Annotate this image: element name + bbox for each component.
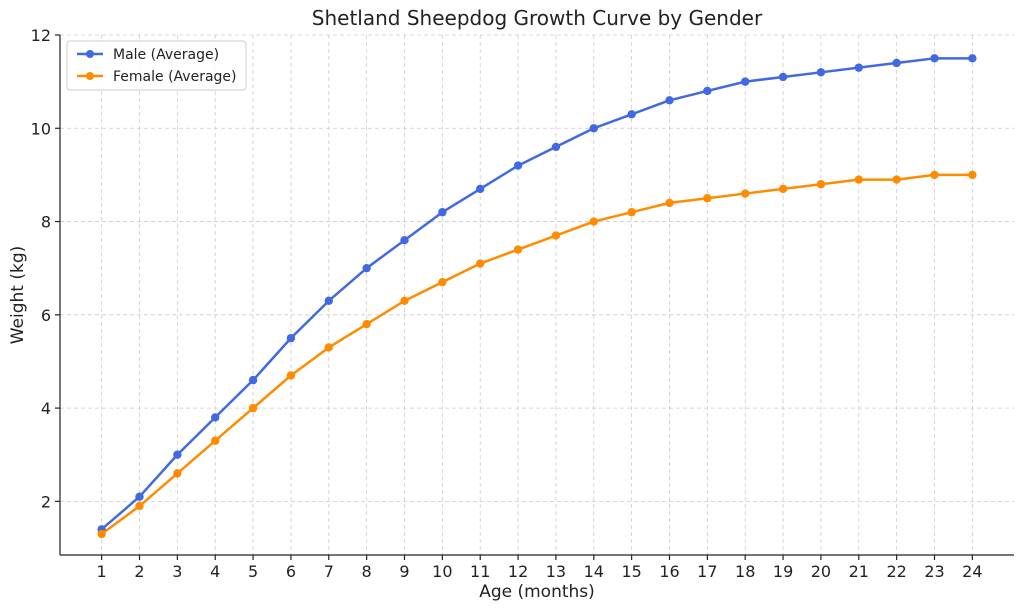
x-tick-label: 18 — [735, 562, 755, 581]
data-point — [589, 217, 598, 226]
y-tick-label: 10 — [31, 119, 51, 138]
data-point — [665, 96, 674, 105]
x-tick-label: 3 — [172, 562, 182, 581]
x-tick-label: 7 — [324, 562, 334, 581]
x-tick-label: 21 — [849, 562, 869, 581]
x-tick-label: 16 — [659, 562, 679, 581]
x-tick-label: 15 — [621, 562, 641, 581]
data-point — [703, 86, 712, 96]
data-point — [551, 142, 561, 152]
data-point — [589, 124, 598, 133]
data-point — [135, 501, 144, 511]
data-point — [892, 175, 901, 184]
data-point — [324, 296, 333, 306]
data-point — [551, 231, 561, 240]
data-point — [854, 63, 863, 72]
y-tick-label: 8 — [41, 213, 51, 232]
y-axis-title: Weight (kg) — [8, 246, 28, 345]
data-point — [778, 72, 788, 82]
y-tick-label: 2 — [41, 492, 51, 511]
data-point — [741, 77, 750, 86]
x-tick-label: 19 — [773, 562, 793, 581]
legend-marker-female — [86, 72, 94, 80]
x-tick-label: 22 — [886, 562, 906, 581]
x-ticks: 1 2 3 4 5 6 7 8 9 10 11 12 13 14 15 16 17 18 19 20 21 22 23 24 — [97, 555, 983, 581]
chart-title: Shetland Sheepdog Growth Curve by Gender — [312, 6, 763, 30]
data-point — [741, 189, 750, 198]
data-point — [97, 529, 106, 539]
x-tick-label: 13 — [546, 562, 566, 581]
legend: Male (Average) Female (Average) — [66, 40, 247, 91]
y-tick-label: 6 — [41, 306, 51, 325]
x-tick-label: 20 — [811, 562, 831, 581]
data-point — [135, 492, 144, 501]
data-point — [362, 263, 371, 273]
data-point — [438, 277, 447, 287]
data-point — [324, 343, 333, 352]
x-tick-label: 17 — [697, 562, 717, 581]
series-female — [97, 170, 977, 539]
x-tick-label: 2 — [134, 562, 144, 581]
legend-label-female: Female (Average) — [113, 69, 236, 85]
x-tick-label: 5 — [248, 562, 258, 581]
data-point — [892, 58, 901, 68]
series-group — [97, 54, 977, 539]
data-point — [968, 54, 977, 63]
x-tick-label: 8 — [362, 562, 372, 581]
data-point — [248, 375, 258, 385]
data-point — [400, 236, 409, 245]
y-tick-label: 4 — [41, 399, 51, 418]
legend-label-male: Male (Average) — [113, 47, 219, 63]
data-point — [627, 110, 636, 119]
data-point — [816, 68, 826, 77]
x-tick-label: 24 — [962, 562, 982, 581]
legend-marker-male — [86, 50, 94, 58]
x-tick-label: 4 — [210, 562, 220, 581]
x-tick-label: 11 — [470, 562, 490, 581]
data-point — [211, 436, 220, 445]
y-tick-label: 12 — [31, 26, 51, 45]
x-axis-title: Age (months) — [479, 582, 595, 602]
x-tick-label: 1 — [97, 562, 107, 581]
data-point — [627, 208, 636, 217]
data-point — [400, 296, 409, 306]
x-tick-label: 12 — [508, 562, 528, 581]
data-point — [816, 180, 826, 189]
data-point — [438, 208, 447, 217]
x-tick-label: 6 — [286, 562, 296, 581]
data-point — [362, 319, 371, 329]
series-line — [100, 57, 973, 531]
data-point — [476, 259, 485, 268]
data-point — [513, 161, 523, 170]
data-point — [703, 194, 712, 203]
data-point — [286, 371, 296, 380]
data-point — [286, 333, 296, 343]
x-tick-label: 14 — [584, 562, 604, 581]
grid — [60, 34, 1014, 555]
x-tick-label: 9 — [399, 562, 409, 581]
data-point — [211, 413, 220, 422]
axes — [59, 35, 1014, 556]
data-point — [476, 184, 485, 194]
data-point — [173, 469, 182, 478]
data-point — [778, 184, 788, 194]
data-point — [930, 170, 939, 180]
data-point — [173, 450, 182, 459]
x-tick-label: 10 — [432, 562, 452, 581]
data-point — [665, 198, 674, 208]
data-point — [513, 245, 523, 254]
data-point — [968, 170, 977, 180]
data-point — [930, 54, 939, 63]
series-male — [97, 54, 977, 534]
data-point — [248, 403, 258, 413]
legend-box — [66, 40, 247, 91]
data-point — [854, 175, 863, 184]
x-tick-label: 23 — [924, 562, 944, 581]
y-ticks: 2 4 6 8 10 12 — [31, 26, 60, 511]
series-line — [100, 173, 973, 536]
